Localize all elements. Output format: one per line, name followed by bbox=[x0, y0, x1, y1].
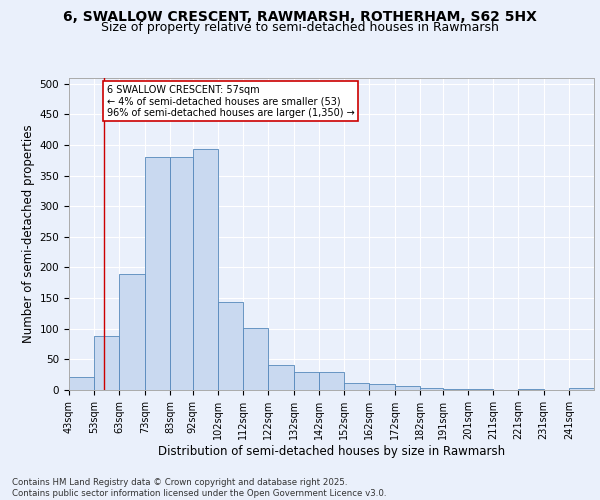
Bar bbox=[370, 384, 395, 390]
Bar bbox=[218, 302, 243, 390]
Bar bbox=[395, 386, 420, 390]
Bar bbox=[420, 388, 443, 390]
Text: 6 SWALLOW CRESCENT: 57sqm
← 4% of semi-detached houses are smaller (53)
96% of s: 6 SWALLOW CRESCENT: 57sqm ← 4% of semi-d… bbox=[107, 85, 355, 118]
Text: Contains HM Land Registry data © Crown copyright and database right 2025.
Contai: Contains HM Land Registry data © Crown c… bbox=[12, 478, 386, 498]
Bar bbox=[94, 336, 119, 390]
X-axis label: Distribution of semi-detached houses by size in Rawmarsh: Distribution of semi-detached houses by … bbox=[158, 444, 505, 458]
Bar bbox=[268, 366, 293, 390]
Y-axis label: Number of semi-detached properties: Number of semi-detached properties bbox=[22, 124, 35, 343]
Bar bbox=[119, 274, 145, 390]
Bar bbox=[569, 388, 594, 390]
Bar bbox=[319, 372, 344, 390]
Bar bbox=[293, 372, 319, 390]
Bar bbox=[344, 382, 370, 390]
Bar bbox=[193, 149, 218, 390]
Bar bbox=[243, 328, 268, 390]
Bar bbox=[69, 376, 94, 390]
Text: Size of property relative to semi-detached houses in Rawmarsh: Size of property relative to semi-detach… bbox=[101, 21, 499, 34]
Text: 6, SWALLOW CRESCENT, RAWMARSH, ROTHERHAM, S62 5HX: 6, SWALLOW CRESCENT, RAWMARSH, ROTHERHAM… bbox=[63, 10, 537, 24]
Bar bbox=[170, 156, 193, 390]
Bar bbox=[443, 389, 468, 390]
Bar bbox=[145, 157, 170, 390]
